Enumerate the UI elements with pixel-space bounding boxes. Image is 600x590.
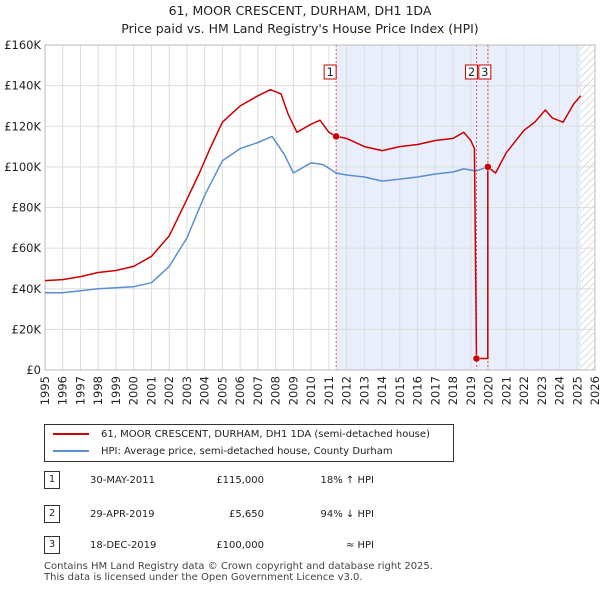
sale-number-badge: 3 bbox=[44, 536, 60, 554]
sale-number-box bbox=[323, 64, 337, 80]
x-tick-label: 2011 bbox=[322, 376, 336, 405]
y-tick-label: £140K bbox=[4, 79, 41, 93]
x-tick-label: 2014 bbox=[375, 376, 389, 405]
chart-title: 61, MOOR CRESCENT, DURHAM, DH1 1DA bbox=[169, 3, 432, 18]
x-tick-label: 2018 bbox=[446, 376, 460, 405]
x-tick-label: 2007 bbox=[251, 376, 265, 405]
legend-swatch-property bbox=[53, 433, 89, 435]
sale-number-box bbox=[478, 64, 492, 80]
x-tick-label: 2016 bbox=[411, 376, 425, 405]
sale-price: £5,650 bbox=[229, 509, 264, 520]
y-tick-label: £20K bbox=[12, 322, 42, 336]
sale-row: 3 18-DEC-2019 £100,000 ≈ HPI bbox=[44, 536, 394, 554]
y-tick-label: £0 bbox=[26, 363, 41, 377]
x-tick-label: 2017 bbox=[428, 376, 442, 405]
sale-date: 29-APR-2019 bbox=[90, 509, 155, 520]
x-tick-label: 2003 bbox=[180, 376, 194, 405]
sale-number-badge: 1 bbox=[44, 471, 60, 489]
x-tick-label: 1998 bbox=[91, 376, 105, 405]
y-tick-label: £120K bbox=[4, 119, 41, 133]
sale-point bbox=[472, 354, 481, 363]
x-tick-label: 2010 bbox=[304, 376, 318, 405]
y-tick-label: £60K bbox=[12, 241, 42, 255]
chart-legend: 61, MOOR CRESCENT, DURHAM, DH1 1DA (semi… bbox=[44, 424, 454, 462]
sale-row: 1 30-MAY-2011 £115,000 18% ↑ HPI bbox=[44, 471, 394, 489]
x-tick-label: 2022 bbox=[517, 376, 531, 405]
x-tick-label: 1997 bbox=[73, 376, 87, 405]
x-tick-label: 2013 bbox=[357, 376, 371, 405]
property-price-line bbox=[45, 88, 582, 360]
x-tick-label: 2023 bbox=[535, 376, 549, 405]
legend-item-hpi: HPI: Average price, semi-detached house,… bbox=[53, 444, 393, 460]
x-tick-label: 1995 bbox=[38, 376, 52, 405]
y-tick-label: £40K bbox=[12, 282, 42, 296]
sale-number-label: 2 bbox=[468, 65, 475, 79]
x-tick-label: 2015 bbox=[393, 376, 407, 405]
sale-number-label: 1 bbox=[326, 65, 333, 79]
x-tick-label: 1999 bbox=[109, 376, 123, 405]
sale-point bbox=[484, 163, 492, 171]
x-tick-label: 2005 bbox=[215, 376, 229, 405]
legend-item-property: 61, MOOR CRESCENT, DURHAM, DH1 1DA (semi… bbox=[53, 427, 430, 443]
price-chart: 61, MOOR CRESCENT, DURHAM, DH1 1DA Price… bbox=[4, 3, 600, 405]
sale-row: 2 29-APR-2019 £5,650 94% ↓ HPI bbox=[44, 505, 394, 523]
legend-label-hpi: HPI: Average price, semi-detached house,… bbox=[101, 446, 393, 457]
footer-note: Contains HM Land Registry data © Crown c… bbox=[44, 561, 433, 583]
legend-swatch-hpi bbox=[53, 450, 89, 452]
y-tick-label: £160K bbox=[4, 38, 41, 52]
chart-subtitle: Price paid vs. HM Land Registry's House … bbox=[121, 21, 478, 36]
sale-number-label: 3 bbox=[481, 65, 488, 79]
x-tick-label: 2024 bbox=[553, 376, 567, 405]
footer-copyright: Contains HM Land Registry data © Crown c… bbox=[44, 561, 433, 572]
x-tick-label: 2002 bbox=[162, 376, 176, 405]
x-tick-label: 2021 bbox=[499, 376, 513, 405]
x-tick-label: 1996 bbox=[56, 376, 70, 405]
sale-price: £115,000 bbox=[216, 475, 264, 486]
sale-hpi-comparison: 18% ↑ HPI bbox=[320, 475, 374, 486]
x-tick-label: 2004 bbox=[198, 376, 212, 405]
footer-licence: This data is licensed under the Open Gov… bbox=[44, 572, 363, 583]
y-tick-label: £100K bbox=[4, 160, 41, 174]
sale-date: 30-MAY-2011 bbox=[90, 475, 156, 486]
x-tick-label: 2020 bbox=[482, 376, 496, 405]
x-tick-label: 2001 bbox=[144, 376, 158, 405]
sale-number-badge: 2 bbox=[44, 505, 60, 523]
sale-hpi-comparison: 94% ↓ HPI bbox=[320, 509, 374, 520]
x-tick-label: 2008 bbox=[269, 376, 283, 405]
sale-number-box bbox=[464, 64, 478, 80]
sale-point bbox=[332, 132, 340, 141]
sale-date: 18-DEC-2019 bbox=[90, 540, 157, 551]
x-tick-label: 2006 bbox=[233, 376, 247, 405]
x-tick-label: 2000 bbox=[127, 376, 141, 405]
plot-frame bbox=[44, 44, 596, 371]
x-tick-label: 2009 bbox=[286, 376, 300, 405]
legend-label-property: 61, MOOR CRESCENT, DURHAM, DH1 1DA (semi… bbox=[101, 429, 430, 440]
sale-price: £100,000 bbox=[216, 540, 264, 551]
x-tick-label: 2026 bbox=[588, 376, 600, 405]
hpi-line bbox=[45, 135, 489, 294]
x-tick-label: 2012 bbox=[340, 376, 354, 405]
y-tick-label: £80K bbox=[12, 201, 42, 215]
x-tick-label: 2025 bbox=[570, 376, 584, 405]
x-tick-label: 2019 bbox=[464, 376, 478, 405]
sale-hpi-comparison: ≈ HPI bbox=[345, 540, 374, 551]
